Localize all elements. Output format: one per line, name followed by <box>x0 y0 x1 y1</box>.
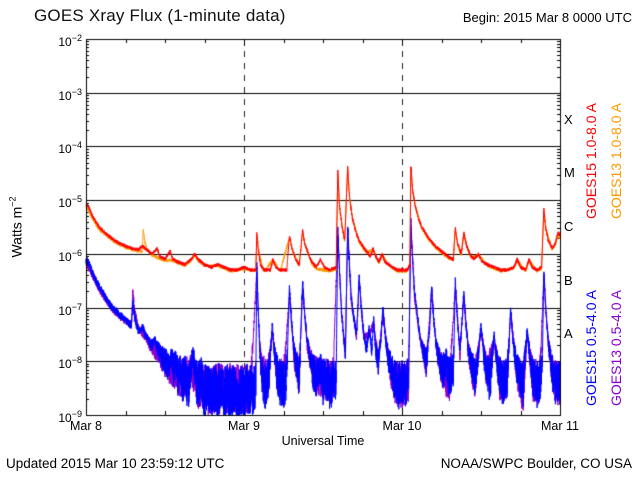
x-axis-label: Universal Time <box>281 434 365 448</box>
legend-label: GOES13 0.5-4.0 A <box>608 290 624 406</box>
y-tick-label: 10−7 <box>58 301 82 318</box>
y-axis-label: Watts m−2 <box>8 196 25 257</box>
updated-timestamp: Updated 2015 Mar 10 23:59:12 UTC <box>6 456 225 471</box>
flare-class-label: X <box>564 111 573 127</box>
y-tick-label: 10−6 <box>58 247 82 264</box>
flare-class-label: A <box>564 326 573 342</box>
y-tick-label: 10−2 <box>58 33 82 49</box>
chart-title: GOES Xray Flux (1-minute data) <box>34 6 286 25</box>
y-axis-label-base: Watts m <box>8 206 25 258</box>
y-tick-label: 10−3 <box>58 86 82 103</box>
y-tick-label: 10−4 <box>58 140 82 157</box>
flare-class-label: B <box>564 272 573 288</box>
x-tick-label: Mar 9 <box>228 419 260 433</box>
x-tick-label: Mar 10 <box>382 419 422 433</box>
flare-class-label: C <box>564 219 574 234</box>
y-tick-label: 10−5 <box>58 194 82 211</box>
x-tick-label: Mar 11 <box>541 419 579 433</box>
x-tick-label: Mar 8 <box>70 419 102 433</box>
legend-label: GOES15 1.0-8.0 A <box>583 103 599 219</box>
legend-label: GOES13 1.0-8.0 A <box>608 103 624 219</box>
begin-timestamp: Begin: 2015 Mar 8 0000 UTC <box>462 10 632 25</box>
y-axis-label-exponent: −2 <box>7 196 18 207</box>
flare-class-label: M <box>564 165 575 181</box>
y-tick-label: 10−9 <box>58 409 82 425</box>
y-tick-label: 10−8 <box>58 355 82 372</box>
source-attribution: NOAA/SWPC Boulder, CO USA <box>440 456 632 471</box>
legend-label: GOES15 0.5-4.0 A <box>583 290 599 406</box>
